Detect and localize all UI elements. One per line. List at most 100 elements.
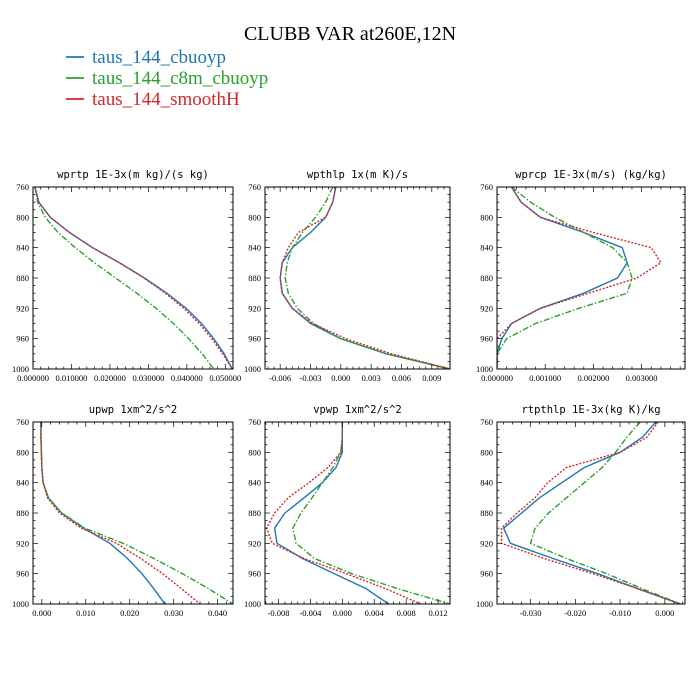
- y-tick-label: 880: [480, 273, 493, 283]
- y-tick-label: 800: [16, 447, 29, 457]
- series-group: [265, 422, 450, 604]
- legend-label-1: taus_144_cbuoyp: [92, 47, 226, 68]
- y-tick-label: 800: [16, 212, 29, 222]
- legend-label-2: taus_144_c8m_cbuoyp: [92, 68, 268, 89]
- x-tick-label: 0.004: [365, 608, 385, 618]
- legend-label-3: taus_144_smoothH: [92, 89, 240, 110]
- panel-6: rtpthlp 1E-3x(kg K)/kg 760 800 840 880 920 960…: [476, 404, 686, 618]
- y-tick-label: 840: [480, 478, 493, 488]
- y-tick-label: 760: [16, 182, 29, 192]
- series-group: [500, 422, 681, 604]
- panel-3: wprcp 1E-3x(m/s) (kg/kg) 760 800 840 880 920 9…: [476, 169, 686, 383]
- y-tick-label: 1000: [244, 364, 261, 374]
- series-line-3: [500, 422, 681, 604]
- y-tick-label: 1000: [244, 599, 261, 609]
- x-tick-label: -0.003: [300, 373, 322, 383]
- x-tick-label: 0.003000: [626, 373, 658, 383]
- x-tick-label: 0.001000: [529, 373, 561, 383]
- series-group: [279, 187, 450, 369]
- x-tick-label: 0.006: [392, 373, 411, 383]
- plot-frame: [264, 421, 451, 605]
- series-line-2: [292, 422, 450, 604]
- y-tick-label: 960: [480, 334, 493, 344]
- x-tick-label: 0.000000: [17, 373, 49, 383]
- plot-frame: [32, 421, 234, 605]
- panel-title: vpwp 1xm^2/s^2: [313, 404, 402, 416]
- y-tick-label: 840: [16, 478, 29, 488]
- x-tick-label: 0.003: [362, 373, 381, 383]
- legend-entry-2: taus_144_c8m_cbuoyp: [66, 68, 268, 89]
- x-tick-label: 0.020: [120, 608, 139, 618]
- series-line-3: [497, 187, 662, 369]
- series-group: [497, 187, 662, 369]
- x-tick-label: 0.040: [208, 608, 227, 618]
- y-tick-label: 840: [16, 243, 29, 253]
- x-tick-label: -0.004: [299, 608, 322, 618]
- series-line-2: [34, 187, 215, 369]
- y-tick-label: 880: [248, 508, 261, 518]
- x-tick-label: 0.009: [422, 373, 441, 383]
- x-tick-label: 0.000: [331, 373, 350, 383]
- series-group: [40, 422, 233, 604]
- y-tick-label: 1000: [476, 599, 493, 609]
- series-line-1: [273, 422, 389, 604]
- y-tick-label: 920: [16, 538, 29, 548]
- series-line-1: [40, 422, 166, 604]
- series-line-1: [497, 187, 628, 369]
- panel-title: wpthlp 1x(m K)/s: [307, 169, 408, 181]
- legend-entry-3: taus_144_smoothH: [66, 89, 240, 110]
- y-tick-label: 760: [248, 417, 261, 427]
- y-tick-label: 920: [248, 538, 261, 548]
- series-line-2: [497, 187, 633, 369]
- y-tick-label: 880: [248, 273, 261, 283]
- plot-frame: [32, 186, 234, 370]
- y-tick-label: 800: [248, 447, 261, 457]
- series-line-1: [503, 422, 681, 604]
- panel-5: vpwp 1xm^2/s^2 760 800 840 880 920 960 1000 -0.0…: [244, 404, 451, 618]
- x-tick-label: -0.006: [269, 373, 291, 383]
- legend: taus_144_cbuoyp taus_144_c8m_cbuoyp taus…: [66, 47, 268, 110]
- x-tick-label: -0.010: [609, 608, 631, 618]
- y-tick-label: 920: [480, 538, 493, 548]
- x-tick-label: 0.030: [164, 608, 183, 618]
- y-tick-label: 880: [16, 273, 29, 283]
- x-tick-label: -0.020: [564, 608, 586, 618]
- y-tick-label: 920: [480, 303, 493, 313]
- x-tick-label: 0.000: [655, 608, 674, 618]
- x-tick-label: -0.030: [520, 608, 542, 618]
- x-tick-label: 0.010000: [56, 373, 88, 383]
- series-line-3: [265, 422, 421, 604]
- plot-frame: [496, 186, 686, 370]
- legend-entry-1: taus_144_cbuoyp: [66, 47, 226, 68]
- y-tick-label: 1000: [12, 599, 29, 609]
- y-tick-label: 960: [16, 569, 29, 579]
- x-tick-label: 0.012: [428, 608, 447, 618]
- series-line-2: [284, 187, 450, 369]
- y-tick-label: 800: [248, 212, 261, 222]
- figure-title: CLUBB VAR at260E,12N: [244, 23, 456, 45]
- series-line-1: [34, 187, 233, 369]
- panel-title: rtpthlp 1E-3x(kg K)/kg: [521, 404, 660, 416]
- series-line-1: [279, 187, 450, 369]
- y-tick-label: 760: [480, 182, 493, 192]
- y-tick-label: 760: [480, 417, 493, 427]
- series-line-2: [529, 422, 681, 604]
- y-tick-label: 760: [16, 417, 29, 427]
- y-tick-label: 1000: [12, 364, 29, 374]
- y-tick-label: 840: [248, 243, 261, 253]
- x-tick-label: 0.040000: [171, 373, 203, 383]
- series-line-3: [40, 422, 201, 604]
- y-tick-label: 960: [248, 334, 261, 344]
- panels: wprtp 1E-3x(m kg)/(s kg) 760 800 840 880 920 9…: [12, 169, 686, 618]
- x-tick-label: 0.008: [397, 608, 416, 618]
- panel-title: wprcp 1E-3x(m/s) (kg/kg): [515, 169, 667, 181]
- y-tick-label: 840: [480, 243, 493, 253]
- series-line-3: [34, 187, 233, 369]
- series-group: [34, 187, 233, 369]
- series-line-3: [279, 187, 450, 369]
- x-tick-label: 0.030000: [132, 373, 164, 383]
- y-tick-label: 880: [480, 508, 493, 518]
- plot-frame: [496, 421, 686, 605]
- x-tick-label: 0.002000: [577, 373, 609, 383]
- panel-4: upwp 1xm^2/s^2 760 800 840 880 920 960 10000.00…: [12, 404, 234, 618]
